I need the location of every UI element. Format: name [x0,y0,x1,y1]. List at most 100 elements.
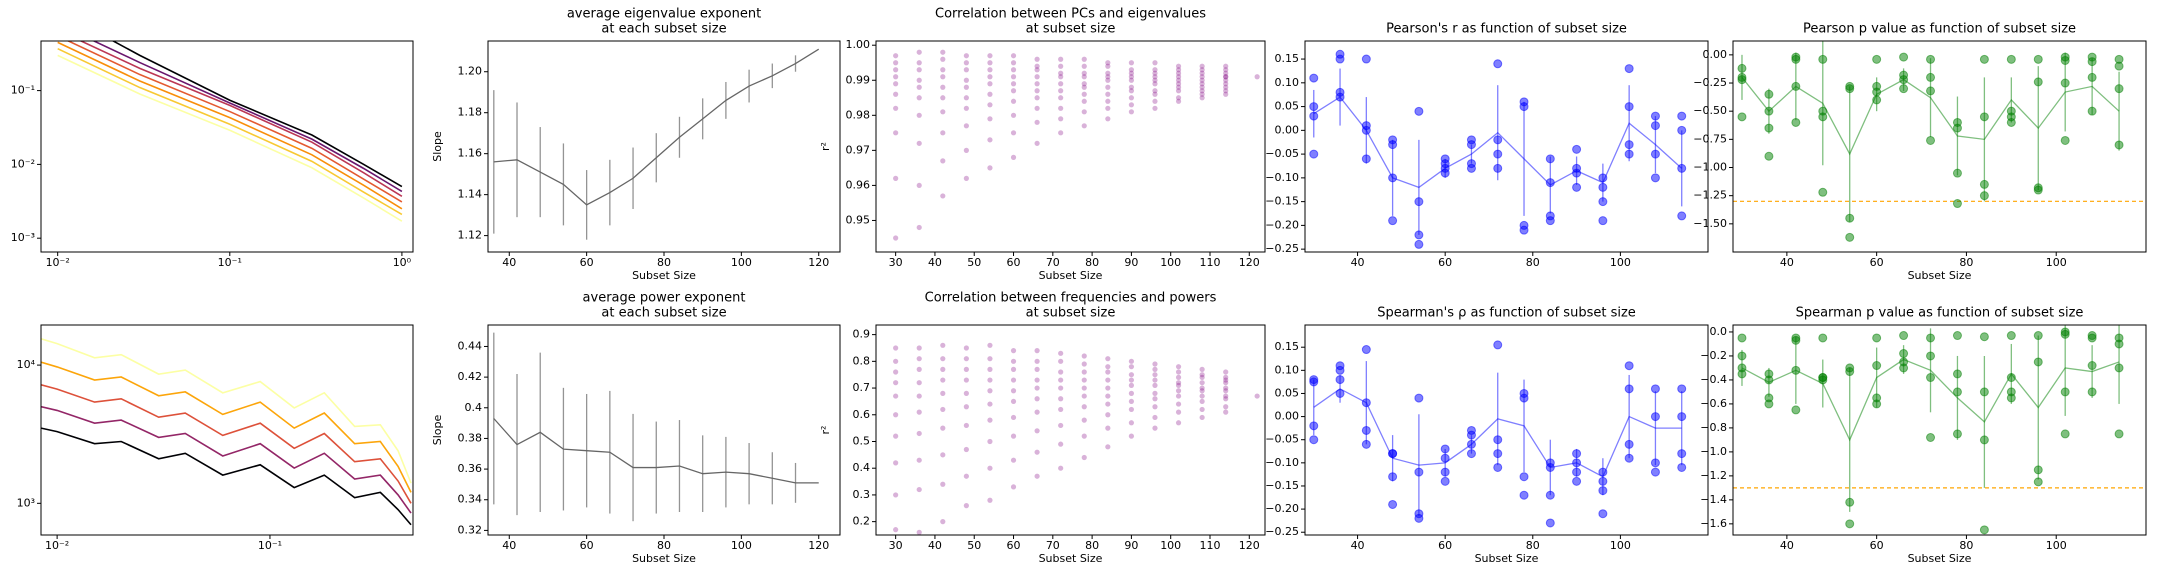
y-tick-label: 1.20 [458,65,483,78]
line [111,41,403,188]
point [893,393,899,399]
y-tick-label: −1.00 [1693,161,1727,174]
y-tick-label: 0.10 [1275,363,1300,376]
point [1105,425,1111,431]
point [1105,105,1111,111]
point [963,390,969,396]
point [916,182,922,189]
point [940,377,946,383]
x-tick-label: 60 [580,256,594,269]
point [987,438,993,445]
point [987,91,993,97]
x-tick-label: 50 [967,539,981,552]
point [1545,518,1555,528]
line [41,405,412,514]
point [1105,98,1111,104]
chart-title: at subset size [1026,306,1116,321]
point [1223,374,1229,380]
y-tick-label: 0.4 [853,461,871,474]
plot-area [57,41,403,222]
point [1105,364,1111,370]
point [1175,393,1182,399]
y-tick-label: −0.20 [1265,502,1299,515]
point [1128,358,1135,364]
x-tick-label: 110 [1199,539,1220,552]
point [1010,484,1017,490]
point [1058,441,1064,447]
point [1388,499,1398,509]
point [1128,377,1135,383]
point [1081,74,1087,80]
point [1128,60,1135,66]
point [963,446,969,453]
point [1175,84,1182,90]
point [1175,95,1182,101]
y-tick-label: 0.4 [465,401,483,414]
point [1010,154,1017,160]
point [1175,77,1182,83]
x-tick-label: 60 [1438,256,1452,269]
plot-area [1309,49,1687,249]
y-tick-label: 1.14 [458,188,483,201]
point [893,105,899,111]
point [1034,366,1040,372]
plot-area [1309,340,1687,528]
point [1058,88,1064,94]
point [1764,399,1774,409]
point [1105,60,1111,66]
x-tick-label: 60 [1438,539,1452,552]
x-tick-label: 80 [1085,256,1099,269]
point [1199,95,1205,101]
point [1058,81,1064,87]
y-tick-label: 0.95 [846,213,871,226]
chart-title: Correlation between frequencies and powe… [925,291,1217,306]
point [1010,366,1017,372]
y-tick-label: 0.00 [1275,123,1300,136]
point [940,130,946,136]
point [1081,63,1087,69]
point [1152,372,1158,378]
point [1010,74,1017,80]
point [916,380,922,386]
point [1175,63,1182,69]
point [1152,81,1158,87]
y-tick-label: −1.25 [1693,189,1727,202]
x-tick-label: 60 [1870,256,1884,269]
point [1034,140,1040,146]
y-tick-label: −1.6 [1700,517,1727,530]
point [1058,396,1064,402]
point [1493,340,1503,350]
point [1791,405,1801,415]
point [1223,388,1229,394]
point [1199,393,1205,399]
point [1058,465,1064,471]
y-tick-label: 0.15 [1275,52,1300,65]
chart-title: at each subset size [601,306,726,321]
axes-frame [40,324,414,536]
y-tick-label: 0.34 [458,493,483,506]
point [2060,429,2070,439]
point [893,130,899,136]
x-tick-label: 40 [928,256,942,269]
point [963,356,969,362]
x-tick-label: 100 [2046,256,2067,269]
point [916,345,922,351]
point [916,430,922,437]
point [1175,374,1182,380]
y-tick-label: 0.5 [853,434,871,447]
x-tick-label: 30 [889,256,903,269]
x-tick-label: 10⁻² [46,256,70,269]
point [1223,88,1229,94]
x-tick-label: 60 [580,539,594,552]
point [963,67,969,73]
point [1309,73,1319,83]
x-tick-label: 100 [1610,539,1631,552]
line [1313,388,1682,478]
y-tick-label: −0.50 [1693,104,1727,117]
point [1979,332,1989,342]
point [1223,74,1229,80]
x-axis-label: Subset Size [1908,552,1972,565]
point [1361,345,1371,355]
point [1105,91,1111,97]
